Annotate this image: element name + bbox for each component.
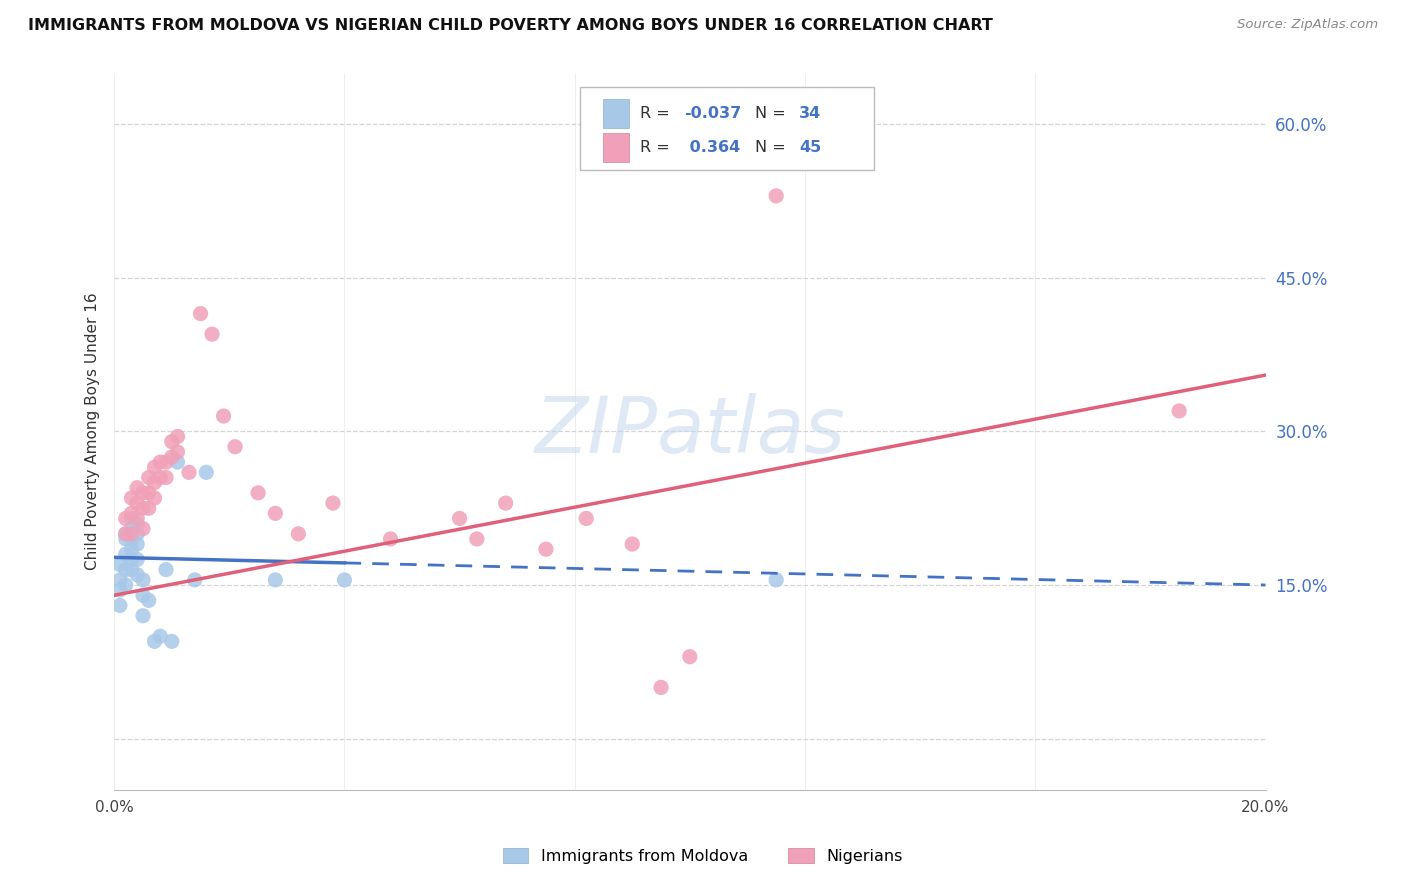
Y-axis label: Child Poverty Among Boys Under 16: Child Poverty Among Boys Under 16: [86, 293, 100, 570]
Point: [120, 563, 142, 577]
Text: R =: R =: [640, 106, 675, 121]
Point: [160, 634, 183, 648]
Point: [114, 563, 136, 577]
Point: [108, 558, 131, 572]
Point: [1168, 404, 1191, 418]
Point: [120, 522, 142, 536]
FancyBboxPatch shape: [603, 99, 628, 128]
Point: [195, 466, 218, 480]
Point: [149, 455, 172, 469]
Point: [120, 526, 142, 541]
Point: [108, 573, 131, 587]
Point: [177, 466, 200, 480]
Point: [114, 511, 136, 525]
Point: [132, 588, 155, 602]
Point: [575, 511, 598, 525]
Point: [465, 532, 488, 546]
Point: [155, 455, 177, 469]
Point: [114, 578, 136, 592]
Point: [650, 681, 672, 695]
Text: 34: 34: [799, 106, 821, 121]
Point: [765, 573, 787, 587]
Point: [322, 496, 344, 510]
Point: [449, 511, 471, 525]
Point: [212, 409, 235, 423]
Point: [127, 516, 149, 531]
Point: [224, 440, 246, 454]
Point: [108, 583, 131, 598]
Point: [287, 526, 309, 541]
Point: [155, 470, 177, 484]
Legend: Immigrants from Moldova, Nigerians: Immigrants from Moldova, Nigerians: [496, 842, 910, 871]
Point: [149, 629, 172, 643]
Point: [621, 537, 644, 551]
Text: 0.364: 0.364: [685, 140, 741, 155]
Point: [143, 491, 166, 505]
Point: [120, 552, 142, 566]
Point: [201, 327, 224, 342]
Text: N =: N =: [755, 106, 792, 121]
Point: [166, 455, 188, 469]
Point: [138, 486, 160, 500]
Point: [114, 532, 136, 546]
Point: [264, 573, 287, 587]
Text: -0.037: -0.037: [685, 106, 741, 121]
Point: [127, 496, 149, 510]
Point: [127, 537, 149, 551]
Point: [333, 573, 356, 587]
Point: [143, 634, 166, 648]
Point: [114, 547, 136, 561]
FancyBboxPatch shape: [581, 87, 875, 169]
Point: [132, 573, 155, 587]
Point: [108, 599, 131, 613]
Point: [127, 481, 149, 495]
Point: [120, 511, 142, 525]
Point: [166, 445, 188, 459]
Point: [127, 526, 149, 541]
Point: [495, 496, 517, 510]
Point: [127, 511, 149, 525]
Point: [264, 506, 287, 520]
Point: [138, 501, 160, 516]
Point: [247, 486, 270, 500]
Point: [143, 460, 166, 475]
Point: [534, 542, 557, 557]
Point: [120, 491, 142, 505]
Text: R =: R =: [640, 140, 675, 155]
Point: [132, 501, 155, 516]
Point: [138, 470, 160, 484]
Point: [120, 532, 142, 546]
Point: [190, 307, 212, 321]
Text: 45: 45: [799, 140, 821, 155]
Point: [114, 526, 136, 541]
Point: [155, 563, 177, 577]
Point: [143, 475, 166, 490]
Point: [138, 593, 160, 607]
Point: [132, 608, 155, 623]
Point: [132, 522, 155, 536]
Point: [679, 649, 702, 664]
Point: [114, 526, 136, 541]
Text: N =: N =: [755, 140, 792, 155]
Point: [380, 532, 402, 546]
Point: [132, 486, 155, 500]
FancyBboxPatch shape: [603, 133, 628, 162]
Point: [184, 573, 207, 587]
Point: [160, 434, 183, 449]
Point: [149, 470, 172, 484]
Text: Source: ZipAtlas.com: Source: ZipAtlas.com: [1237, 18, 1378, 31]
Text: IMMIGRANTS FROM MOLDOVA VS NIGERIAN CHILD POVERTY AMONG BOYS UNDER 16 CORRELATIO: IMMIGRANTS FROM MOLDOVA VS NIGERIAN CHIL…: [28, 18, 993, 33]
Point: [160, 450, 183, 464]
Point: [120, 506, 142, 520]
Point: [127, 567, 149, 582]
Point: [765, 189, 787, 203]
Point: [120, 542, 142, 557]
Point: [127, 552, 149, 566]
Text: ZIPatlas: ZIPatlas: [534, 393, 845, 469]
Point: [166, 429, 188, 443]
